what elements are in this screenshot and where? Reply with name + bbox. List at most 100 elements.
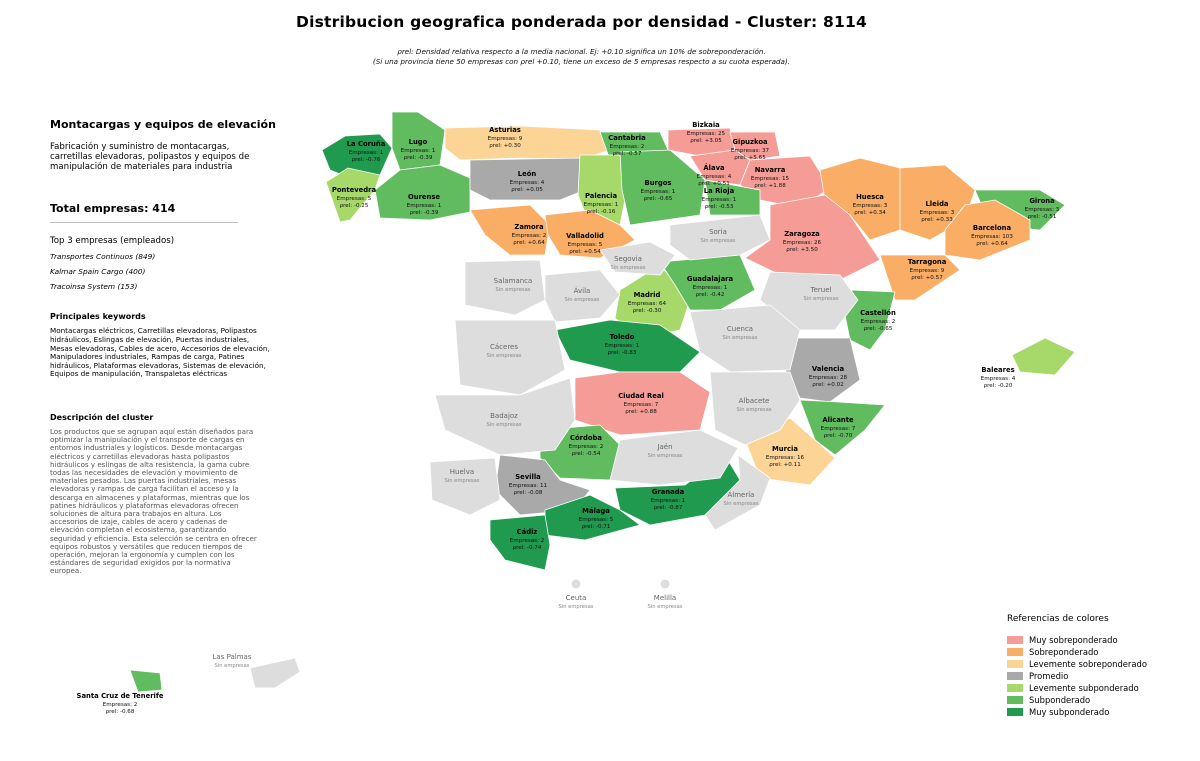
province-name-label: Albacete <box>739 397 770 405</box>
province-name-label: La Rioja <box>704 187 735 195</box>
province-rho-label: ρrel: -0.42 <box>696 292 725 298</box>
province-count-label: Empresas: 3 <box>920 210 955 216</box>
province-rho-label: ρrel: -0.39 <box>404 155 433 161</box>
legend-swatch <box>1007 672 1023 680</box>
province-count-label: Empresas: 26 <box>783 240 822 246</box>
province-name-label: Ourense <box>408 193 440 201</box>
province-rho-label: ρrel: +0.05 <box>511 187 543 193</box>
legend-item: Subponderado <box>1007 694 1177 706</box>
province-shapes <box>129 111 1076 693</box>
province-count-label: Empresas: 5 <box>568 242 603 248</box>
legend-item: Muy sobreponderado <box>1007 634 1177 646</box>
province-rho-label: ρrel: +0.57 <box>911 275 943 281</box>
province-count-label: Empresas: 9 <box>488 136 523 142</box>
province-rho-label: ρrel: -0.16 <box>587 209 616 215</box>
province-name-label: Girona <box>1029 197 1055 205</box>
province-rho-label: ρrel: -0.20 <box>984 383 1013 389</box>
province-count-label: Empresas: 4 <box>510 180 545 186</box>
province-name-label: Ciudad Real <box>618 392 664 400</box>
province-count-label: Empresas: 1 <box>349 150 384 156</box>
keywords-text: Montacargas eléctricos, Carretillas elev… <box>50 326 270 379</box>
province-count-label: Empresas: 2 <box>569 444 604 450</box>
province-name-label: Santa Cruz de Tenerife <box>77 692 164 700</box>
total-companies: Total empresas: 414 <box>50 202 176 216</box>
province-name-label: Alicante <box>822 416 854 424</box>
province-salamanca <box>464 259 546 316</box>
subtitle-line-1: ρrel: Densidad relativa respecto a la me… <box>397 47 766 56</box>
province-toledo <box>554 319 701 373</box>
province-leon <box>469 157 586 201</box>
no-data-label: Sin empresas <box>647 604 682 610</box>
legend-item: Levemente sobreponderado <box>1007 658 1177 670</box>
province-name-label: Ceuta <box>566 594 587 602</box>
province-name-label: Guadalajara <box>687 275 734 283</box>
subtitle-line-2: (Si una provincia tiene 50 empresas con … <box>372 57 791 66</box>
province-huelva <box>429 457 501 516</box>
province-albacete <box>709 371 801 446</box>
province-rho-label: ρrel: -0.25 <box>340 203 369 209</box>
keywords-heading: Principales keywords <box>50 312 146 322</box>
no-data-label: Sin empresas <box>723 501 758 507</box>
province-count-label: Empresas: 4 <box>981 376 1016 382</box>
province-name-label: Tarragona <box>908 258 947 266</box>
province-rho-label: ρrel: +0.11 <box>769 462 801 468</box>
top-company: Transportes Continuos (849) <box>50 252 156 262</box>
province-badajoz <box>434 377 576 456</box>
province-count-label: Empresas: 25 <box>687 131 726 137</box>
divider <box>50 222 238 224</box>
province-count-label: Empresas: 2 <box>861 319 896 325</box>
province-rho-label: ρrel: -0.76 <box>352 157 381 163</box>
top-company: Tracoinsa System (153) <box>50 282 138 292</box>
province-rho-label: ρrel: -0.74 <box>513 545 542 551</box>
province-count-label: Empresas: 1 <box>584 202 619 208</box>
province-rho-label: ρrel: +0.64 <box>513 240 545 246</box>
province-pontevedra <box>325 167 381 223</box>
province-name-label: La Coruña <box>347 140 386 148</box>
province-rho-label: ρrel: -0.53 <box>705 204 734 210</box>
sidebar: Montacargas y equipos de elevación Fabri… <box>50 118 280 576</box>
province-rho-label: ρrel: -0.57 <box>613 151 642 157</box>
province-name-label: Huesca <box>856 193 884 201</box>
province-name-label: Madrid <box>634 291 661 299</box>
province-name-label: Melilla <box>654 594 676 602</box>
legend-label: Sobreponderado <box>1029 647 1099 657</box>
province-almeria <box>704 454 771 531</box>
province-name-label: Sevilla <box>515 473 541 481</box>
province-count-label: Empresas: 7 <box>624 402 659 408</box>
province-count-label: Empresas: 11 <box>509 483 548 489</box>
cluster-summary: Fabricación y suministro de montacargas,… <box>50 142 250 172</box>
province-rho-label: ρrel: -0.65 <box>644 196 673 202</box>
province-name-label: Cantabria <box>608 134 646 142</box>
province-count-label: Empresas: 28 <box>809 375 848 381</box>
province-ciudad-real <box>574 371 711 436</box>
province-name-label: Segovia <box>614 255 642 263</box>
province-name-label: Cáceres <box>490 343 518 351</box>
province-rho-label: ρrel: +5.65 <box>734 155 766 161</box>
province-count-label: Empresas: 2 <box>510 538 545 544</box>
description-heading: Descripción del cluster <box>50 412 154 422</box>
province-rho-label: ρrel: +0.33 <box>921 217 953 223</box>
map-title: Distribucion geografica ponderada por de… <box>296 13 867 31</box>
no-data-label: Sin empresas <box>647 453 682 459</box>
province-rho-label: ρrel: -0.65 <box>864 326 893 332</box>
province-rho-label: ρrel: +0.88 <box>625 409 657 415</box>
province-name-label: Baleares <box>981 366 1014 374</box>
province-baleares <box>1011 337 1076 376</box>
province-count-label: Empresas: 1 <box>702 197 737 203</box>
top3-heading: Top 3 empresas (empleados) <box>50 236 175 247</box>
province-name-label: Castellón <box>860 309 896 317</box>
province-count-label: Empresas: 1 <box>641 189 676 195</box>
no-data-label: Sin empresas <box>722 335 757 341</box>
province-name-label: Valladolid <box>566 232 604 240</box>
province-avila <box>544 269 621 323</box>
no-data-label: Sin empresas <box>610 265 645 271</box>
no-data-label: Sin empresas <box>486 422 521 428</box>
province-rho-label: ρrel: +0.30 <box>489 143 521 149</box>
province-name-label: Teruel <box>810 286 832 294</box>
province-rho-label: ρrel: +0.64 <box>976 241 1008 247</box>
province-count-label: Empresas: 5 <box>337 196 372 202</box>
province-name-label: Málaga <box>582 507 610 515</box>
province-count-label: Empresas: 64 <box>628 301 667 307</box>
no-data-label: Sin empresas <box>495 287 530 293</box>
